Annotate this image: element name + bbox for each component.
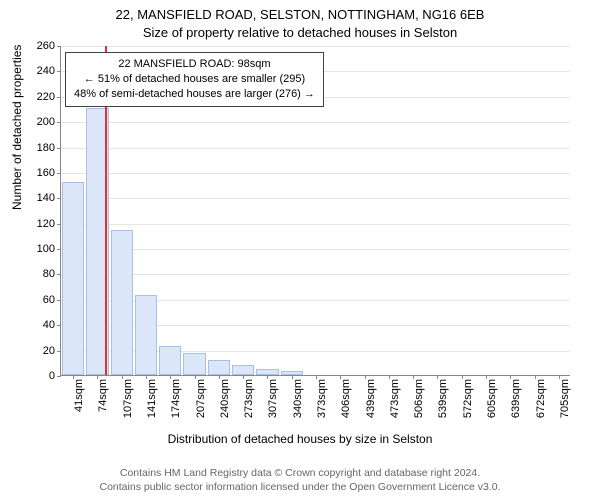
y-tick-mark [57,376,61,377]
histogram-bar [62,182,84,375]
x-tick-label: 240sqm [219,379,231,418]
annotation-line-3: 48% of semi-detached houses are larger (… [74,87,315,102]
histogram-bar [232,365,254,375]
title-block: 22, MANSFIELD ROAD, SELSTON, NOTTINGHAM,… [0,0,600,41]
plot-region: 22 MANSFIELD ROAD: 98sqm ← 51% of detach… [60,46,570,376]
x-tick-label: 605sqm [486,379,498,418]
y-axis-label: Number of detached properties [10,45,24,210]
x-tick-label: 340sqm [292,379,304,418]
x-tick-label: 506sqm [413,379,425,418]
histogram-bar [135,295,157,375]
x-tick-label: 439sqm [365,379,377,418]
histogram-bar [111,230,133,375]
histogram-bar [281,371,303,375]
title-line-1: 22, MANSFIELD ROAD, SELSTON, NOTTINGHAM,… [0,6,600,24]
x-tick-label: 174sqm [170,379,182,418]
figure-container: { "titles": { "line1": "22, MANSFIELD RO… [0,0,600,500]
x-tick-label: 473sqm [389,379,401,418]
annotation-box: 22 MANSFIELD ROAD: 98sqm ← 51% of detach… [65,52,324,107]
x-tick-label: 539sqm [437,379,449,418]
x-tick-label: 705sqm [559,379,571,418]
histogram-bar [208,360,230,375]
footer-line-1: Contains HM Land Registry data © Crown c… [0,466,600,480]
chart-area: 22 MANSFIELD ROAD: 98sqm ← 51% of detach… [60,46,570,376]
x-tick-label: 74sqm [97,379,109,412]
histogram-bar [159,346,181,375]
x-tick-label: 639sqm [510,379,522,418]
footer: Contains HM Land Registry data © Crown c… [0,466,600,494]
x-tick-label: 107sqm [122,379,134,418]
annotation-line-2: ← 51% of detached houses are smaller (29… [74,72,315,87]
x-tick-label: 41sqm [73,379,85,412]
footer-line-2: Contains public sector information licen… [0,480,600,494]
x-tick-label: 572sqm [462,379,474,418]
x-tick-label: 307sqm [267,379,279,418]
x-axis-label: Distribution of detached houses by size … [0,432,600,446]
x-tick-label: 273sqm [243,379,255,418]
annotation-line-1: 22 MANSFIELD ROAD: 98sqm [74,57,315,72]
x-tick-label: 406sqm [340,379,352,418]
histogram-bar [183,353,205,375]
title-line-2: Size of property relative to detached ho… [0,24,600,42]
x-tick-label: 672sqm [535,379,547,418]
x-tick-label: 373sqm [316,379,328,418]
x-tick-label: 207sqm [195,379,207,418]
x-tick-label: 141sqm [146,379,158,418]
histogram-bar [256,369,278,375]
